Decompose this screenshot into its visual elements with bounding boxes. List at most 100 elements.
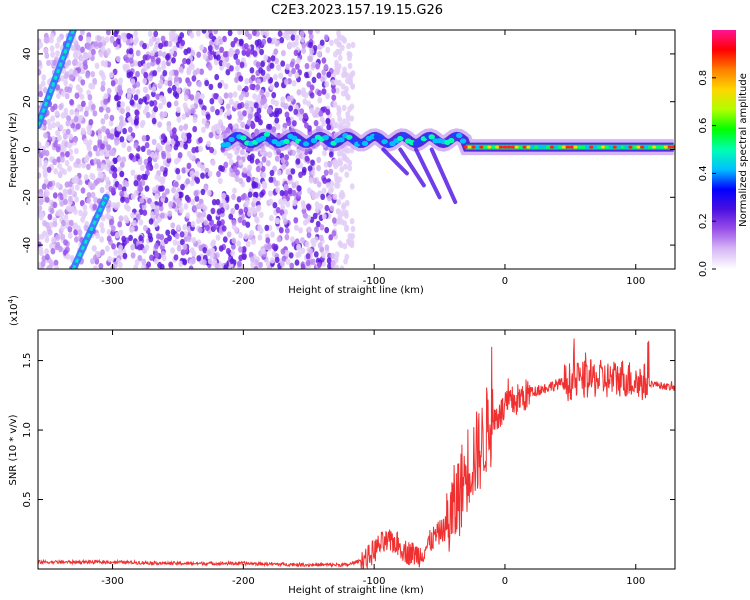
spectrogram-cell: [316, 181, 322, 188]
spectrogram-cell: [239, 148, 245, 156]
spectrogram-cell: [158, 79, 164, 86]
spectrogram-cell: [179, 231, 185, 238]
spectrogram-cell: [38, 234, 41, 241]
spectrogram-cell: [309, 92, 315, 99]
spectrogram-cell: [87, 94, 93, 101]
spectrogram-cell: [279, 189, 285, 197]
spectrogram-cell: [103, 93, 109, 100]
spectrogram-cell: [341, 204, 346, 211]
spectrogram-cell: [96, 251, 101, 258]
spectrogram-cell: [214, 43, 220, 51]
spectrogram-y-tick-label: 0: [22, 146, 33, 152]
spectrogram-cell: [268, 190, 273, 197]
spectrogram-cell: [325, 92, 330, 100]
spectrogram-cell: [110, 187, 116, 194]
spectrogram-cell: [153, 105, 159, 113]
spectrogram-cell: [108, 218, 114, 226]
strong-carrier-cell: [467, 145, 472, 149]
spectrogram-cell: [219, 46, 225, 53]
spectrogram-y-tick-label: 40: [22, 48, 33, 61]
spectrogram-cell: [227, 30, 233, 37]
strong-carrier-cell: [589, 145, 594, 149]
spectrogram-cell: [49, 242, 54, 250]
spectrogram-cell: [119, 190, 125, 198]
carrier-cell: [381, 139, 388, 145]
spectrogram-cell: [324, 226, 330, 234]
spectrogram-cell: [174, 232, 180, 240]
spectrogram-cell: [315, 63, 320, 70]
spectrogram-cell: [91, 48, 96, 56]
spectrogram-cell: [73, 208, 78, 215]
spectrogram-cell: [328, 151, 334, 158]
spectrogram-cell: [275, 186, 281, 194]
spectrogram-cell: [196, 30, 201, 37]
spectrogram-cell: [350, 70, 356, 77]
carrier-cell: [224, 141, 231, 148]
spectrogram-cell: [75, 158, 81, 165]
spectrogram-cell: [192, 125, 198, 133]
spectrogram-cell: [86, 163, 91, 170]
spectrogram-cell: [323, 34, 329, 41]
spectrogram-cell: [136, 174, 142, 181]
spectrogram-cell: [174, 75, 179, 83]
spectrogram-cell: [208, 83, 214, 91]
spectrogram-cell: [62, 192, 68, 199]
carrier-cell: [377, 134, 384, 140]
spectrogram-cell: [256, 204, 262, 211]
spectrogram-x-label: Height of straight line (km): [288, 285, 424, 296]
spectrogram-cell: [191, 237, 197, 244]
spectrogram-cell: [93, 196, 98, 204]
spectrogram-cell: [228, 213, 234, 220]
spectrogram-cell: [161, 254, 167, 262]
spectrogram-cell: [231, 219, 237, 226]
strong-carrier-cell: [624, 145, 629, 149]
spectrogram-cell: [191, 147, 197, 154]
spectrogram-cell: [197, 81, 203, 88]
spectrogram-cell: [239, 38, 244, 45]
spectrogram-cell: [291, 189, 297, 197]
spectrogram-cell: [46, 264, 52, 269]
spectrogram-cell: [320, 76, 325, 83]
strong-carrier-cell: [463, 145, 468, 149]
spectrogram-cell: [267, 37, 272, 44]
spectrogram-cell: [271, 243, 277, 250]
spectrogram-cell: [80, 46, 85, 53]
spectrogram-cell: [121, 141, 127, 148]
spectrogram-cell: [103, 98, 108, 105]
spectrogram-cell: [76, 61, 82, 68]
spectrogram-cell: [316, 164, 321, 172]
spectrogram-cell: [339, 265, 345, 269]
spectrogram-cell: [246, 119, 252, 126]
spectrogram-cell: [229, 65, 234, 72]
spectrogram-cell: [321, 251, 326, 259]
spectrogram-cell: [344, 253, 350, 260]
spectrogram-cell: [271, 91, 277, 99]
spectrogram-cell: [291, 182, 297, 189]
carrier-cell: [428, 134, 435, 140]
spectrogram-cell: [176, 224, 181, 231]
spectrogram-cell: [244, 102, 250, 110]
spectrogram-cell: [95, 150, 101, 157]
spectrogram-cell: [213, 93, 219, 100]
spectrogram-cell: [331, 230, 337, 237]
spectrogram-cell: [299, 108, 305, 115]
spectrogram-cell: [272, 37, 278, 44]
spectrogram-cell: [65, 253, 71, 260]
spectrogram-cell: [52, 201, 58, 209]
spectrogram-cell: [296, 244, 301, 252]
spectrogram-cell: [284, 154, 289, 161]
spectrogram-cell: [273, 48, 279, 55]
spectrogram-cell: [198, 145, 203, 152]
spectrogram-cell: [54, 243, 60, 251]
spectrogram-cell: [58, 103, 64, 111]
spectrogram-cell: [274, 117, 280, 124]
spectrogram-cell: [133, 189, 139, 197]
spectrogram-cell: [205, 249, 211, 257]
strong-carrier-cell: [487, 145, 492, 149]
spectrogram-cell: [52, 103, 58, 110]
spectrogram-cell: [167, 40, 173, 48]
spectrogram-cell: [63, 133, 68, 140]
spectrogram-cell: [56, 36, 62, 43]
spectrogram-cell: [324, 244, 330, 251]
spectrogram-cell: [86, 36, 91, 43]
